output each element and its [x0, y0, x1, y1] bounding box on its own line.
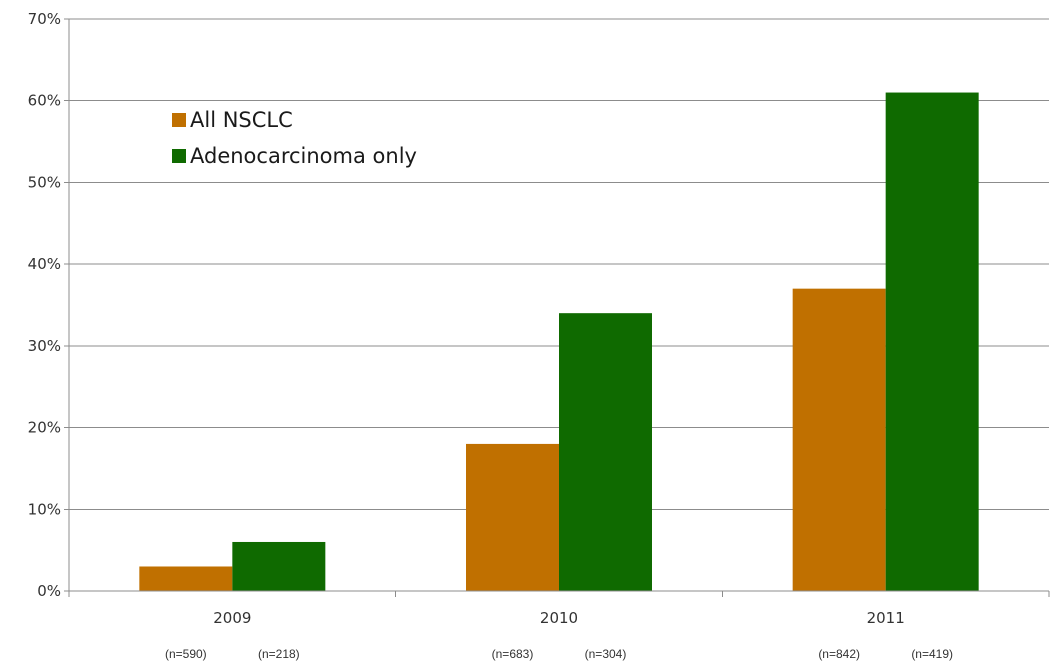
y-tick-label: 60%: [28, 92, 61, 110]
bar-2009-all-nsclc: [139, 566, 233, 591]
sample-size-label: (n=218): [258, 647, 300, 661]
y-tick-label: 0%: [37, 582, 61, 600]
x-category-label: 2011: [867, 609, 905, 627]
legend-label: All NSCLC: [190, 108, 293, 132]
sample-size-label: (n=842): [818, 647, 860, 661]
bars: [139, 92, 979, 592]
legend-label: Adenocarcinoma only: [190, 144, 417, 168]
bar-2010-adenocarcinoma-only: [559, 313, 652, 591]
y-tick-label: 30%: [28, 337, 61, 355]
y-tick-label: 70%: [28, 10, 61, 28]
bar-2011-all-nsclc: [792, 288, 886, 591]
bar-2011-adenocarcinoma-only: [885, 92, 979, 592]
bar-2010-all-nsclc: [466, 443, 559, 591]
legend-swatch: [172, 149, 186, 163]
bar-2009-adenocarcinoma-only: [232, 541, 326, 591]
legend: All NSCLC Adenocarcinoma only: [172, 108, 417, 168]
y-tick-label: 10%: [28, 500, 61, 518]
x-axis: 2009 (n=590) (n=218) 2010 (n=683) (n=304) 2011…: [68, 590, 1050, 661]
x-category-label: 2009: [213, 609, 251, 627]
y-tick-label: 40%: [28, 255, 61, 273]
legend-swatch: [172, 113, 186, 127]
sample-size-label: (n=419): [911, 647, 953, 661]
sample-size-label: (n=590): [165, 647, 207, 661]
y-tick-label: 20%: [28, 419, 61, 437]
sample-size-label: (n=683): [492, 647, 534, 661]
sample-size-label: (n=304): [585, 647, 627, 661]
y-axis-ticks: 0% 10% 20% 30% 40% 50% 60% 70%: [28, 10, 70, 600]
y-tick-label: 50%: [28, 173, 61, 191]
x-category-label: 2010: [540, 609, 578, 627]
